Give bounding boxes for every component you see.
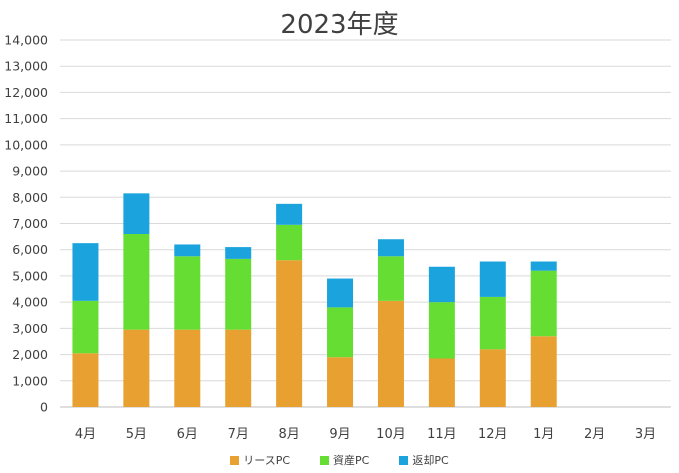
legend-item-lease: リースPC bbox=[230, 452, 290, 468]
x-tick-label: 3月 bbox=[635, 427, 656, 442]
x-tick-label: 11月 bbox=[427, 427, 457, 442]
legend-item-returned: 返却PC bbox=[399, 452, 449, 468]
legend: リースPC 資産PC 返却PC bbox=[0, 452, 679, 468]
legend-label-lease: リースPC bbox=[243, 454, 291, 467]
legend-item-asset: 資産PC bbox=[320, 452, 369, 468]
x-tick-label: 4月 bbox=[75, 427, 96, 442]
x-tick-label: 10月 bbox=[376, 427, 406, 442]
bar-segment bbox=[479, 296, 506, 350]
y-tick-label: 4,000 bbox=[12, 295, 48, 310]
x-tick-label: 2月 bbox=[584, 427, 605, 442]
y-tick-label: 5,000 bbox=[12, 268, 48, 283]
chart-title: 2023年度 bbox=[280, 10, 399, 40]
y-tick-label: 8,000 bbox=[12, 190, 48, 205]
y-tick-label: 12,000 bbox=[4, 85, 48, 100]
y-tick-label: 13,000 bbox=[4, 59, 48, 74]
bar-segment bbox=[530, 261, 557, 271]
x-tick-label: 12月 bbox=[478, 427, 508, 442]
bar-segment bbox=[327, 357, 354, 407]
x-tick-label: 6月 bbox=[177, 427, 198, 442]
y-tick-label: 7,000 bbox=[12, 216, 48, 231]
x-tick-label: 1月 bbox=[533, 427, 554, 442]
bar-segment bbox=[276, 260, 303, 407]
y-tick-label: 0 bbox=[40, 400, 48, 415]
y-tick-label: 6,000 bbox=[12, 242, 48, 257]
y-tick-label: 2,000 bbox=[12, 347, 48, 362]
bar-segment bbox=[276, 203, 303, 225]
x-tick-label: 8月 bbox=[278, 427, 299, 442]
bar-segment bbox=[530, 336, 557, 407]
bar-segment bbox=[123, 329, 150, 407]
x-tick-label: 9月 bbox=[329, 427, 350, 442]
y-tick-label: 10,000 bbox=[4, 137, 48, 152]
bar-segment bbox=[174, 329, 201, 407]
y-tick-label: 1,000 bbox=[12, 373, 48, 388]
bar-segment bbox=[479, 349, 506, 407]
bar-segment bbox=[377, 239, 404, 257]
bar-segment bbox=[428, 266, 455, 303]
y-tick-label: 3,000 bbox=[12, 321, 48, 336]
legend-label-asset: 資産PC bbox=[333, 454, 370, 467]
bar-segment bbox=[377, 300, 404, 407]
bar-segment bbox=[479, 261, 506, 297]
bar-segment bbox=[123, 233, 150, 330]
legend-swatch-asset bbox=[320, 455, 330, 465]
legend-swatch-lease bbox=[230, 455, 240, 465]
bar-segment bbox=[123, 193, 150, 234]
legend-swatch-returned bbox=[399, 455, 409, 465]
bar-segment bbox=[428, 358, 455, 407]
bar-segment bbox=[327, 278, 354, 308]
bar-segment bbox=[72, 243, 99, 301]
y-tick-label: 11,000 bbox=[4, 111, 48, 126]
x-tick-label: 5月 bbox=[126, 427, 147, 442]
bar-segment bbox=[174, 256, 201, 330]
bar-segment bbox=[225, 258, 252, 330]
y-tick-label: 9,000 bbox=[12, 164, 48, 179]
bar-segment bbox=[174, 244, 201, 257]
bar-segment bbox=[327, 307, 354, 358]
bar-segment bbox=[428, 302, 455, 359]
bar-segment bbox=[377, 256, 404, 301]
bar-segment bbox=[72, 300, 99, 354]
x-tick-label: 7月 bbox=[228, 427, 249, 442]
bar-segment bbox=[530, 270, 557, 337]
bar-segment bbox=[225, 329, 252, 407]
legend-label-returned: 返却PC bbox=[412, 454, 449, 467]
bar-segment bbox=[225, 247, 252, 259]
y-tick-label: 14,000 bbox=[4, 33, 48, 48]
bar-segment bbox=[276, 224, 303, 261]
bar-segment bbox=[72, 353, 99, 407]
